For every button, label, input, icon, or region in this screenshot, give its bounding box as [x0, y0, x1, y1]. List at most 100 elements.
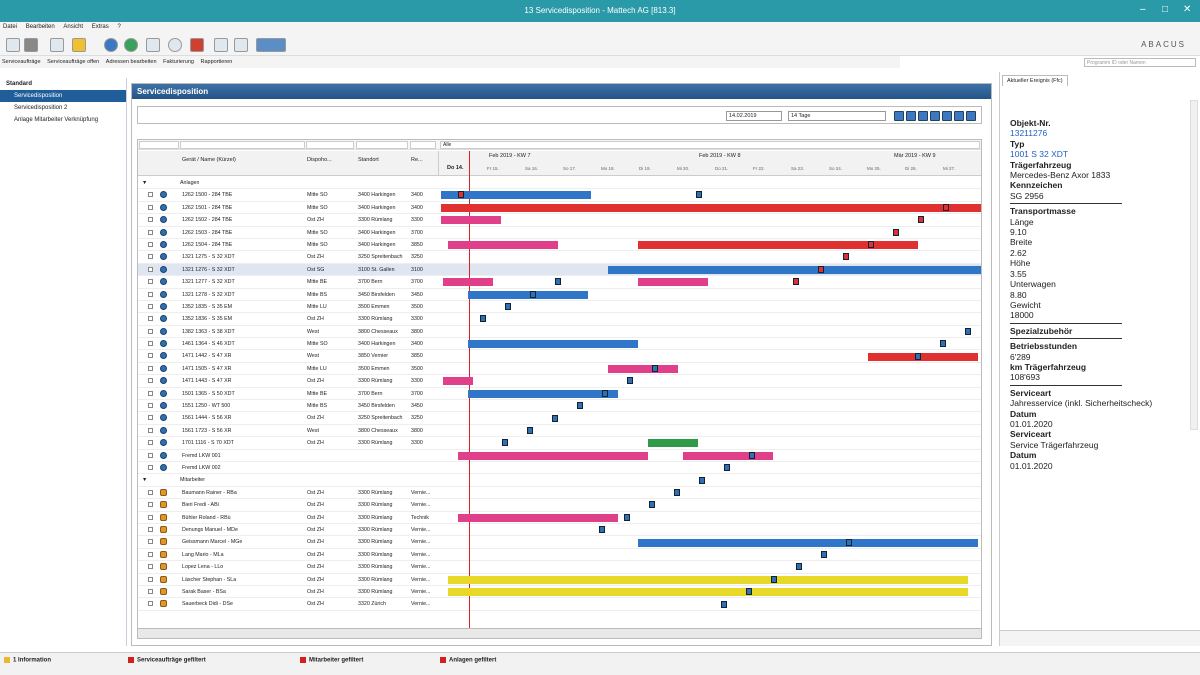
tree-toggle-icon[interactable]: [148, 514, 153, 520]
globe-icon[interactable]: [104, 38, 118, 52]
menu-bearbeiten[interactable]: Bearbeiten: [25, 24, 55, 30]
tree-toggle-icon[interactable]: [148, 241, 153, 247]
schedule-marker[interactable]: [627, 377, 633, 385]
schedule-marker[interactable]: [843, 253, 849, 261]
action-serviceauftraege[interactable]: Serviceaufträge: [2, 59, 41, 65]
menu-extras[interactable]: Extras: [91, 24, 109, 30]
equipment-row[interactable]: 1561 1444 - S 56 XR Ost ZH 3250 Spreitenba…: [138, 412, 981, 425]
alle-filter[interactable]: Alle: [440, 141, 980, 149]
schedule-marker[interactable]: [599, 526, 605, 534]
schedule-marker[interactable]: [530, 290, 536, 298]
action-adressen[interactable]: Adressen bearbeiten: [105, 59, 157, 65]
schedule-bar[interactable]: [441, 203, 981, 212]
equipment-row[interactable]: 1321 1277 - S 32 XDT Mitte BE 3700 Bern 370…: [138, 276, 981, 289]
tree-toggle-icon[interactable]: [148, 303, 153, 309]
schedule-marker[interactable]: [965, 327, 971, 335]
tree-toggle-icon[interactable]: [148, 440, 153, 446]
tree-toggle-icon[interactable]: [148, 217, 153, 223]
equipment-row[interactable]: 1262 1500 - 284 TBE Mitte SO 3400 Harkinge…: [138, 189, 981, 202]
sidebar-header[interactable]: Standard: [6, 81, 33, 87]
menu-datei[interactable]: Datei: [3, 24, 18, 30]
employee-row[interactable]: Bieri Fredi - ABi Ost ZH 3300 Rümlang Verni…: [138, 499, 981, 512]
schedule-marker[interactable]: [749, 451, 755, 459]
tree-toggle-icon[interactable]: [148, 464, 153, 470]
schedule-marker[interactable]: [649, 501, 655, 509]
stop-icon[interactable]: [24, 38, 38, 52]
schedule-bar[interactable]: [638, 241, 918, 249]
tree-toggle-icon[interactable]: [148, 341, 153, 347]
globe-small-icon[interactable]: [954, 111, 964, 121]
minimize-button[interactable]: –: [1140, 4, 1146, 15]
tree-toggle-icon[interactable]: [148, 328, 153, 334]
tree-toggle-icon[interactable]: [148, 601, 153, 607]
equipment-row[interactable]: Fremd LKW 002: [138, 462, 981, 475]
search-box-1[interactable]: [139, 141, 179, 149]
schedule-marker[interactable]: [699, 476, 705, 484]
equipment-row[interactable]: 1471 1505 - S 47 XR Mitte LU 3500 Emmen 350…: [138, 363, 981, 376]
schedule-marker[interactable]: [577, 402, 583, 410]
schedule-marker[interactable]: [624, 513, 630, 521]
sidebar-item-anlage-mitarbeiter[interactable]: Anlage Mitarbeiter Verknüpfung: [14, 117, 99, 123]
schedule-bar[interactable]: [683, 451, 773, 460]
tree-toggle-icon[interactable]: [148, 403, 153, 409]
col-re[interactable]: Re...: [411, 157, 423, 163]
tree-toggle-icon[interactable]: [148, 192, 153, 198]
schedule-marker[interactable]: [796, 563, 802, 571]
equipment-row[interactable]: 1352 1835 - S 35 EM Mitte LU 3500 Emmen 350…: [138, 301, 981, 314]
tree-toggle-icon[interactable]: [148, 539, 153, 545]
schedule-marker[interactable]: [502, 439, 508, 447]
schedule-marker[interactable]: [552, 414, 558, 422]
schedule-bar[interactable]: [638, 278, 708, 287]
tree-toggle-icon[interactable]: [148, 526, 153, 532]
employee-row[interactable]: Lopez Lena - LLo Ost ZH 3300 Rümlang Vernie…: [138, 561, 981, 574]
tree-toggle-icon[interactable]: [148, 452, 153, 458]
schedule-marker[interactable]: [893, 228, 899, 236]
schedule-marker[interactable]: [771, 575, 777, 583]
detail-scrollbar[interactable]: [1190, 100, 1198, 430]
schedule-bar[interactable]: [468, 340, 638, 349]
clock-icon[interactable]: [168, 38, 182, 52]
schedule-bar[interactable]: [441, 191, 591, 200]
tree-toggle-icon[interactable]: [148, 365, 153, 371]
tree-toggle-icon[interactable]: [148, 316, 153, 322]
employee-row[interactable]: Lang Mario - MLa Ost ZH 3300 Rümlang Vernie…: [138, 549, 981, 562]
tree-toggle-icon[interactable]: [148, 576, 153, 582]
equipment-row[interactable]: 1501 1365 - S 50 XDT Mitte BE 3700 Bern 370…: [138, 388, 981, 401]
schedule-marker[interactable]: [943, 203, 949, 211]
schedule-marker[interactable]: [527, 427, 533, 434]
schedule-marker[interactable]: [652, 365, 658, 372]
employee-row[interactable]: Sarak Baser - BSa Ost ZH 3300 Rümlang Verni…: [138, 586, 981, 599]
tree-toggle-icon[interactable]: [148, 254, 153, 260]
schedule-bar[interactable]: [638, 538, 978, 547]
layout-icon[interactable]: [256, 38, 286, 52]
tree-toggle-icon[interactable]: [148, 266, 153, 272]
equipment-row[interactable]: Fremd LKW 001: [138, 450, 981, 462]
employee-row[interactable]: Denungs Manuel - MDe Ost ZH 3300 Rümlang Ve…: [138, 524, 981, 537]
grid-icon[interactable]: [146, 38, 160, 52]
col-dispo[interactable]: Dispoho...: [307, 157, 332, 163]
tree-toggle-icon[interactable]: [148, 588, 153, 594]
schedule-marker[interactable]: [724, 464, 730, 472]
schedule-marker[interactable]: [721, 600, 727, 608]
action-serviceauftraege-offen[interactable]: Serviceaufträge offen: [47, 59, 100, 65]
report-icon[interactable]: [234, 38, 248, 52]
tree-toggle-icon[interactable]: [148, 415, 153, 421]
tree-toggle-icon[interactable]: [148, 427, 153, 433]
schedule-marker[interactable]: [602, 389, 608, 397]
date-field[interactable]: 14.02.2019: [726, 111, 782, 121]
group-row-mitarbeiter[interactable]: ▼ Mitarbeiter: [138, 474, 981, 487]
equipment-row[interactable]: 1262 1501 - 284 TBE Mitte SO 3400 Harkinge…: [138, 202, 981, 215]
tree-toggle-icon[interactable]: [148, 353, 153, 359]
search-box-5[interactable]: [410, 141, 436, 149]
close-button[interactable]: ✕: [1183, 4, 1192, 15]
schedule-marker[interactable]: [818, 265, 824, 273]
search-box-2[interactable]: [180, 141, 305, 149]
employee-row[interactable]: Sauerbeck Didi - DSe Ost ZH 3320 Zürich Ver…: [138, 598, 981, 611]
equipment-row[interactable]: 1471 1442 - S 47 XR West 3850 Vernier 3850: [138, 350, 981, 363]
equipment-row[interactable]: 1352 1836 - S 35 EM Ost ZH 3300 Rümlang 330…: [138, 313, 981, 326]
schedule-marker[interactable]: [674, 489, 680, 496]
search-box-4[interactable]: [356, 141, 408, 149]
action-rapportieren[interactable]: Rapportieren: [200, 59, 233, 65]
search-box-3[interactable]: [306, 141, 354, 149]
schedule-marker[interactable]: [918, 216, 924, 224]
